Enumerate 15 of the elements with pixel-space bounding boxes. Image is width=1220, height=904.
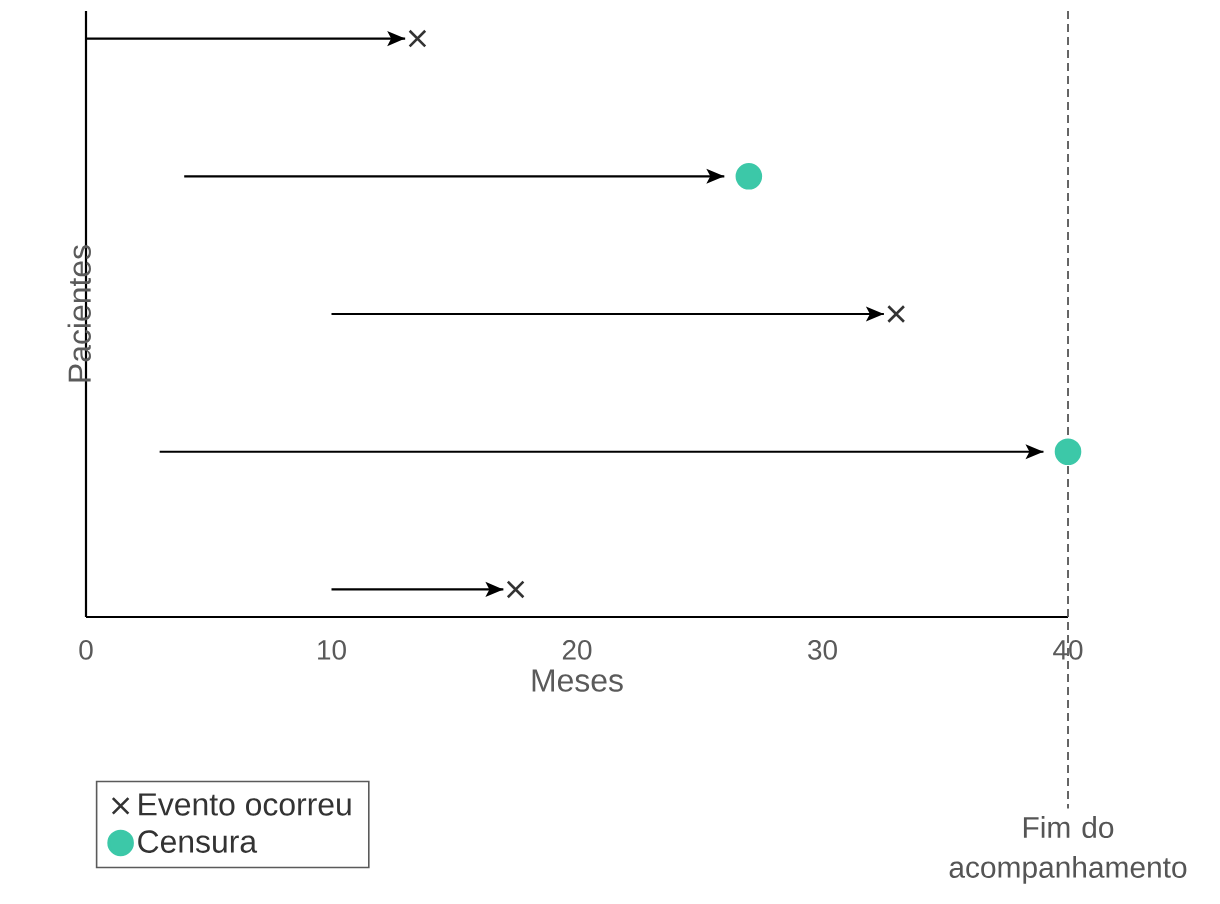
point xyxy=(408,29,427,48)
legend-label: Censura xyxy=(138,830,258,853)
y-axis-title: Pacientes xyxy=(67,245,91,382)
x-axis-title: Meses xyxy=(532,669,623,692)
x-tick-label: 0 xyxy=(79,640,93,660)
point xyxy=(1054,438,1082,466)
point xyxy=(887,304,906,324)
ref-line-label: Fim do acompanhamento xyxy=(949,816,1187,884)
x-tick-label: 10 xyxy=(318,640,346,660)
legend-label: Evento ocorreu xyxy=(139,793,351,816)
x-tick-label: 30 xyxy=(808,640,837,660)
point xyxy=(506,580,525,599)
x-tick-label: 40 xyxy=(1053,640,1083,660)
x-tick-label: 20 xyxy=(562,640,592,660)
point xyxy=(735,162,763,190)
